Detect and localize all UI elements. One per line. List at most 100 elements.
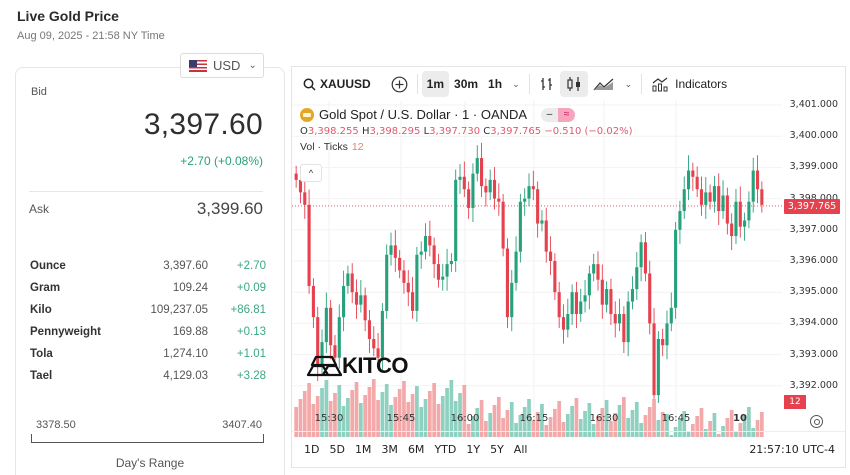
interval-1h[interactable]: 1h xyxy=(488,77,503,91)
us-flag-icon xyxy=(189,59,207,72)
ask-label: Ask xyxy=(29,202,50,216)
ohlc-values: O3,398.255 H3,398.295 L3,397.730 C3,397.… xyxy=(300,126,633,137)
toolbar-divider xyxy=(528,74,530,94)
y-tick: 3,397.000 xyxy=(789,223,838,235)
x-tick: 16:30 xyxy=(589,413,619,424)
indicators-icon xyxy=(652,77,668,92)
settings-icon[interactable] xyxy=(810,415,823,428)
last-volume-tag: 12 xyxy=(784,395,806,409)
unit-row: Ounce 3,397.60 +2.70 xyxy=(30,255,266,277)
unit-name: Tael xyxy=(30,370,53,382)
bid-price: 3,397.60 xyxy=(143,108,263,141)
unit-name: Pennyweight xyxy=(30,326,101,338)
y-tick: 3,395.000 xyxy=(789,286,838,298)
unit-price: 4,129.03 xyxy=(163,370,208,382)
bars-icon xyxy=(540,78,552,90)
bid-change: +2.70 (+0.08%) xyxy=(180,154,263,168)
unit-row: Tola 1,274.10 +1.01 xyxy=(30,343,266,365)
compare-button[interactable] xyxy=(386,71,413,97)
area-chart-icon xyxy=(593,78,614,91)
x-tick: 16:00 xyxy=(450,413,480,424)
indicators-button[interactable]: Indicators xyxy=(646,71,732,97)
approx-icon: ≈ xyxy=(558,107,576,122)
toolbar-divider xyxy=(416,74,418,94)
range-bar-bottom: 1D 5D 1M 3M 6M YTD 1Y 5Y All 21:57:10 UTC-4 xyxy=(292,431,845,467)
price-chart: XAUUSD 1m 30m 1h ⌄ ⌄ Indic xyxy=(291,66,846,468)
candlestick-plot[interactable] xyxy=(292,101,782,437)
chart-legend: Gold Spot / U.S. Dollar · 1 · OANDA – ≈ O… xyxy=(300,107,632,153)
page-title: Live Gold Price xyxy=(17,8,119,24)
candles-icon xyxy=(567,77,580,91)
currency-selector[interactable]: USD ⌄ xyxy=(180,53,264,78)
unit-change: +3.28 xyxy=(236,370,266,382)
unit-change: +2.70 xyxy=(236,260,266,272)
legend-toggle[interactable]: – ≈ xyxy=(541,107,576,122)
unit-price: 109,237.05 xyxy=(150,304,208,316)
range-bar xyxy=(31,434,264,443)
bid-label: Bid xyxy=(31,86,47,98)
range-label: Day's Range xyxy=(115,456,185,470)
unit-name: Ounce xyxy=(30,260,66,272)
unit-change: +0.09 xyxy=(236,282,266,294)
unit-change: +0.13 xyxy=(236,326,266,338)
quote-panel: Bid 3,397.60 +2.70 (+0.08%) Ask 3,399.60… xyxy=(15,67,285,475)
y-tick: 3,394.000 xyxy=(789,317,838,329)
unit-row: Pennyweight 169.88 +0.13 xyxy=(30,321,266,343)
unit-name: Gram xyxy=(30,282,61,294)
candles-style-button[interactable] xyxy=(559,71,588,97)
price-axis[interactable]: 3,401.0003,400.0003,399.0003,398.0003,39… xyxy=(782,99,846,437)
unit-row: Kilo 109,237.05 +86.81 xyxy=(30,299,266,321)
indicators-label: Indicators xyxy=(675,77,728,91)
range-button-1m[interactable]: 1M xyxy=(354,443,372,456)
gold-bars-icon xyxy=(306,355,342,377)
y-tick: 3,400.000 xyxy=(789,130,838,142)
range-button-ytd[interactable]: YTD xyxy=(434,443,457,456)
symbol-search[interactable]: XAUUSD xyxy=(298,71,376,97)
interval-dropdown[interactable]: ⌄ xyxy=(512,78,520,89)
range-button-3m[interactable]: 3M xyxy=(381,443,398,456)
y-tick: 3,396.000 xyxy=(789,255,838,266)
unit-price: 3,397.60 xyxy=(163,260,208,272)
unit-price: 109.24 xyxy=(172,282,208,294)
unit-price: 1,274.10 xyxy=(163,348,208,360)
range-button-1d[interactable]: 1D xyxy=(304,443,320,456)
divider xyxy=(29,191,263,192)
y-tick: 3,393.000 xyxy=(789,348,838,360)
x-tick: 16:15 xyxy=(519,413,549,424)
last-price-tag: 3,397.765 xyxy=(784,198,840,214)
unit-row: Tael 4,129.03 +3.28 xyxy=(30,365,266,387)
y-tick: 3,399.000 xyxy=(789,161,838,173)
legend-title: Gold Spot / U.S. Dollar · 1 · OANDA xyxy=(319,107,528,122)
interval-30m[interactable]: 30m xyxy=(454,77,479,91)
ask-price: 3,399.60 xyxy=(196,199,263,218)
minus-icon: – xyxy=(546,109,553,120)
x-tick: 16:45 xyxy=(661,413,691,424)
time-axis[interactable]: 15:30 15:45 16:00 16:15 16:30 16:45 10 xyxy=(292,413,782,433)
range-button-5d[interactable]: 5D xyxy=(329,443,345,456)
collapse-legend-button[interactable]: ^ xyxy=(300,164,322,182)
range-button-all[interactable]: All xyxy=(513,443,528,456)
interval-1m[interactable]: 1m xyxy=(421,71,450,97)
bar-style-button[interactable] xyxy=(534,71,560,97)
unit-price: 169.88 xyxy=(172,326,208,338)
range-button-5y[interactable]: 5Y xyxy=(490,443,504,456)
chart-type-dropdown[interactable]: ⌄ xyxy=(624,78,633,89)
y-tick: 3,392.000 xyxy=(789,379,838,391)
unit-name: Tola xyxy=(30,348,53,360)
range-button-1y[interactable]: 1Y xyxy=(466,443,481,456)
volume-legend: Vol · Ticks 12 xyxy=(300,141,364,153)
y-tick: 3,401.000 xyxy=(789,99,838,110)
toolbar-divider xyxy=(641,74,643,94)
unit-change: +86.81 xyxy=(230,304,267,316)
range-button-6m[interactable]: 6M xyxy=(407,443,425,456)
symbol-label: XAUUSD xyxy=(320,77,371,91)
search-icon xyxy=(303,78,316,91)
x-tick: 10 xyxy=(733,413,747,424)
x-tick: 15:30 xyxy=(314,413,344,424)
y-tick: 3,398.000 xyxy=(790,193,838,204)
area-style-button[interactable] xyxy=(588,71,620,97)
chevron-down-icon: ⌄ xyxy=(248,60,257,71)
clock: 21:57:10 UTC-4 xyxy=(749,443,835,456)
unit-change: +1.01 xyxy=(236,348,266,360)
